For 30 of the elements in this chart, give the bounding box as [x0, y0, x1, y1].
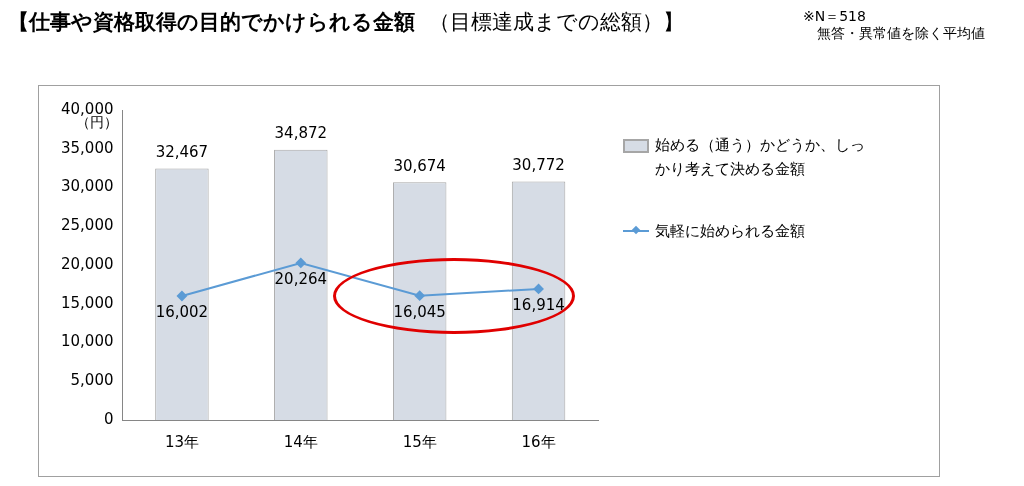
x-tick-label: 14年: [283, 432, 318, 451]
data-label: 30,772: [512, 155, 565, 174]
data-label: 30,674: [393, 156, 446, 175]
y-tick-label: 10,000: [60, 332, 114, 351]
chart-title: 【仕事や資格取得の目的でかけられる金額: [8, 10, 415, 34]
y-tick-label: 15,000: [60, 293, 114, 312]
legend-label: 始める（通う）かどうか、しっかり考えて決める金額: [655, 135, 866, 180]
data-label: 20,264: [274, 270, 328, 289]
legend-label: 気軽に始められる金額: [655, 221, 805, 242]
data-label: 16,002: [155, 303, 209, 322]
data-label: 16,045: [393, 303, 446, 322]
y-tick-label: 25,000: [60, 216, 114, 235]
point: [414, 290, 425, 301]
point: [533, 283, 544, 294]
text: ※N＝518: [803, 8, 867, 25]
y-tick-label: 30,000: [60, 177, 114, 196]
data-label: 32,467: [155, 142, 209, 161]
y-tick-label: 0: [103, 409, 114, 428]
point: [295, 257, 306, 268]
x-tick-label: 16年: [521, 432, 556, 451]
x-tick-label: 15年: [402, 432, 437, 451]
text: 無答・異常値を除く平均値: [816, 25, 985, 42]
x-tick-label: 13年: [164, 432, 199, 451]
chart-subtitle: （目標達成までの総額）】: [429, 10, 684, 34]
y-tick-label: 20,000: [60, 254, 114, 273]
data-label: 16,914: [512, 296, 565, 315]
y-tick-label: 35,000: [60, 138, 114, 157]
point: [176, 290, 187, 301]
data-label: 34,872: [274, 124, 328, 143]
y-tick-label: 5,000: [70, 371, 114, 390]
